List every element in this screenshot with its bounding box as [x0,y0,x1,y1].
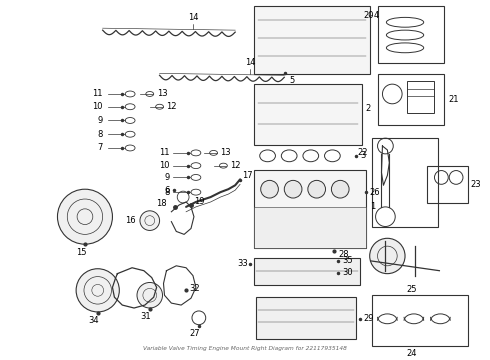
Text: 25: 25 [407,285,417,294]
Text: 28: 28 [338,249,349,258]
Bar [427,166,468,203]
Circle shape [369,238,405,274]
Text: 21: 21 [448,95,459,104]
Text: 12: 12 [230,161,241,170]
Bar [256,297,356,339]
Text: 6: 6 [164,186,170,195]
Text: 24: 24 [407,349,417,358]
Text: 11: 11 [92,90,102,99]
Circle shape [261,180,278,198]
Text: 29: 29 [364,314,374,323]
Ellipse shape [387,43,424,53]
Text: 14: 14 [245,58,255,67]
Text: 15: 15 [76,248,86,257]
Text: 9: 9 [164,173,170,182]
Text: 34: 34 [89,316,99,325]
Text: 9: 9 [98,116,102,125]
Text: 2: 2 [366,104,371,113]
Text: Variable Valve Timing Engine Mount Right Diagram for 22117935148: Variable Valve Timing Engine Mount Right… [143,346,347,351]
Text: 3: 3 [360,151,365,160]
Bar [254,170,366,248]
Text: 32: 32 [189,284,199,293]
Ellipse shape [303,150,318,162]
Circle shape [308,180,325,198]
Bar [254,84,362,145]
Text: 35: 35 [342,256,353,265]
Bar [254,207,366,248]
Bar [254,258,360,285]
Bar [407,81,435,113]
Text: 13: 13 [220,148,231,157]
Text: 33: 33 [237,259,248,268]
Bar [378,6,444,63]
Ellipse shape [387,17,424,27]
Text: 18: 18 [156,199,167,208]
Ellipse shape [260,150,275,162]
Text: 10: 10 [92,102,102,111]
Circle shape [137,283,163,308]
Bar [378,74,444,125]
Circle shape [140,211,160,230]
Text: 20: 20 [363,11,373,20]
Text: 4: 4 [373,11,379,20]
Circle shape [57,189,112,244]
Text: 5: 5 [289,76,294,85]
Text: 17: 17 [242,171,253,180]
Text: 27: 27 [190,329,200,338]
Text: 7: 7 [97,144,102,153]
Text: 22: 22 [357,148,368,157]
Circle shape [284,180,302,198]
Text: 16: 16 [125,216,136,225]
Bar [254,6,369,74]
Text: 12: 12 [167,102,177,111]
Text: 11: 11 [159,148,170,157]
Text: 13: 13 [157,90,167,99]
Bar [371,295,468,346]
Ellipse shape [324,150,340,162]
Text: 30: 30 [342,268,353,277]
Text: 8: 8 [97,130,102,139]
Ellipse shape [281,150,297,162]
Circle shape [76,269,120,312]
Text: 14: 14 [188,13,198,22]
Text: 8: 8 [164,188,170,197]
Text: 10: 10 [159,161,170,170]
Circle shape [331,180,349,198]
Text: 1: 1 [369,202,375,211]
Text: 19: 19 [194,198,204,207]
Bar [371,138,439,226]
Text: 26: 26 [369,188,380,197]
Ellipse shape [387,30,424,40]
Text: 23: 23 [471,180,482,189]
Text: 31: 31 [141,312,151,321]
